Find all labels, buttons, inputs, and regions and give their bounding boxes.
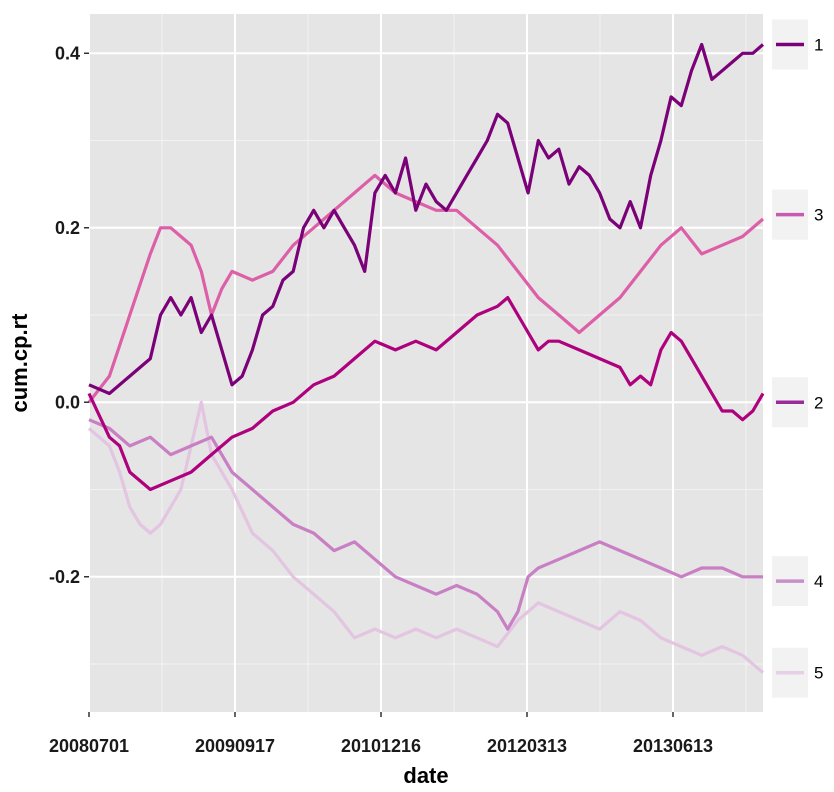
series-lines (87, 42, 765, 674)
legend-item-5: 5 (772, 647, 823, 698)
legend-label: 2 (814, 393, 823, 412)
legend-item-4: 4 (772, 556, 823, 607)
legend-item-2: 2 (772, 377, 823, 428)
x-tick-label: 20080701 (49, 736, 129, 756)
y-tick-label: 0.0 (55, 392, 80, 412)
series-line-2 (87, 296, 765, 492)
legend-item-3: 3 (772, 189, 823, 240)
y-axis-ticks: -0.2 0.0 0.2 0.4 (49, 43, 89, 587)
plot-panel (89, 14, 763, 712)
x-axis-title: date (403, 763, 448, 788)
series-line-1 (88, 42, 765, 396)
x-tick-label: 20101216 (341, 736, 421, 756)
x-tick-label: 20120313 (487, 736, 567, 756)
series-line-4 (88, 418, 763, 631)
legend-label: 4 (814, 572, 823, 591)
y-axis-title: cum.cp.rt (7, 313, 32, 413)
legend-item-1: 1 (772, 19, 823, 70)
x-tick-label: 20130613 (633, 736, 713, 756)
x-axis-ticks: 20080701 20090917 20101216 20120313 20130613 (49, 712, 713, 756)
series-line-5 (87, 400, 765, 674)
legend: 1 3 2 4 5 (772, 19, 823, 698)
x-tick-label: 20090917 (195, 736, 275, 756)
minor-gridlines (89, 14, 763, 712)
legend-label: 5 (814, 664, 823, 683)
y-tick-label: -0.2 (49, 567, 80, 587)
y-tick-label: 0.2 (55, 218, 80, 238)
legend-label: 3 (814, 206, 823, 225)
y-tick-label: 0.4 (55, 43, 80, 63)
series-line-3 (87, 173, 765, 404)
legend-label: 1 (814, 36, 823, 55)
